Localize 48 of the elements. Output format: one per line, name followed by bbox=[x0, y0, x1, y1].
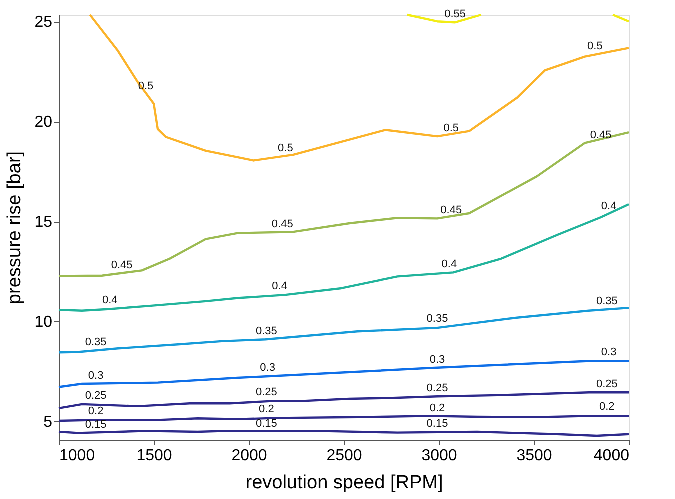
annotation: 0.2 bbox=[430, 402, 446, 414]
annotation: 0.4 bbox=[272, 280, 288, 292]
annotation: 0.15 bbox=[256, 418, 278, 430]
x-tick-label: 4000 bbox=[594, 448, 630, 464]
annotation: 0.45 bbox=[440, 204, 462, 217]
x-tick-label: 3500 bbox=[516, 448, 552, 464]
annotation: 0.3 bbox=[430, 354, 446, 366]
annotation: 0.4 bbox=[102, 294, 118, 306]
annotation: 0.25 bbox=[85, 390, 107, 402]
x-tick-label: 1500 bbox=[136, 448, 172, 464]
x-tick-label: 2500 bbox=[326, 448, 362, 464]
annotation: 0.45 bbox=[272, 218, 294, 230]
y-axis-title: pressure rise [bar] bbox=[4, 151, 26, 305]
x-axis-title: revolution speed [RPM] bbox=[246, 472, 444, 494]
line-series bbox=[58, 131, 630, 278]
line-series bbox=[58, 203, 630, 312]
annotation: 0.45 bbox=[111, 260, 133, 272]
annotation: 0.5 bbox=[278, 142, 294, 155]
annotation: 0.2 bbox=[259, 404, 274, 416]
annotation: 0.15 bbox=[85, 419, 107, 432]
y-tick-label: 10 bbox=[34, 314, 53, 331]
annotation: 0.55 bbox=[444, 8, 466, 21]
annotation: 0.25 bbox=[596, 378, 618, 390]
annotation: 0.2 bbox=[88, 405, 104, 418]
annotation: 0.25 bbox=[256, 386, 278, 398]
y-tick-label: 20 bbox=[34, 114, 53, 132]
x-tick-label: 2000 bbox=[232, 448, 268, 464]
annotation: 0.3 bbox=[601, 346, 617, 359]
y-tick-label: 5 bbox=[44, 414, 53, 431]
y-tick-label: 15 bbox=[34, 214, 53, 232]
annotation: 0.35 bbox=[85, 336, 107, 348]
annotation: 0.35 bbox=[256, 326, 278, 338]
annotation: 0.4 bbox=[442, 258, 458, 270]
annotation: 0.3 bbox=[88, 370, 104, 382]
annotation: 0.15 bbox=[426, 418, 448, 430]
annotation: 0.45 bbox=[590, 129, 612, 142]
x-tick-label: 3000 bbox=[422, 448, 458, 464]
line-series bbox=[58, 306, 630, 354]
x-tick-label: 1000 bbox=[60, 448, 96, 464]
annotation: 0.2 bbox=[600, 401, 615, 414]
annotation: 0.4 bbox=[601, 200, 617, 213]
annotation: 0.25 bbox=[426, 382, 448, 394]
annotation: 0.5 bbox=[444, 122, 459, 135]
y-tick-label: 25 bbox=[34, 14, 53, 32]
annotation: 0.5 bbox=[588, 40, 603, 53]
annotation: 0.35 bbox=[596, 295, 618, 308]
annotation: 0.3 bbox=[260, 362, 276, 374]
annotation: 0.35 bbox=[426, 313, 448, 326]
